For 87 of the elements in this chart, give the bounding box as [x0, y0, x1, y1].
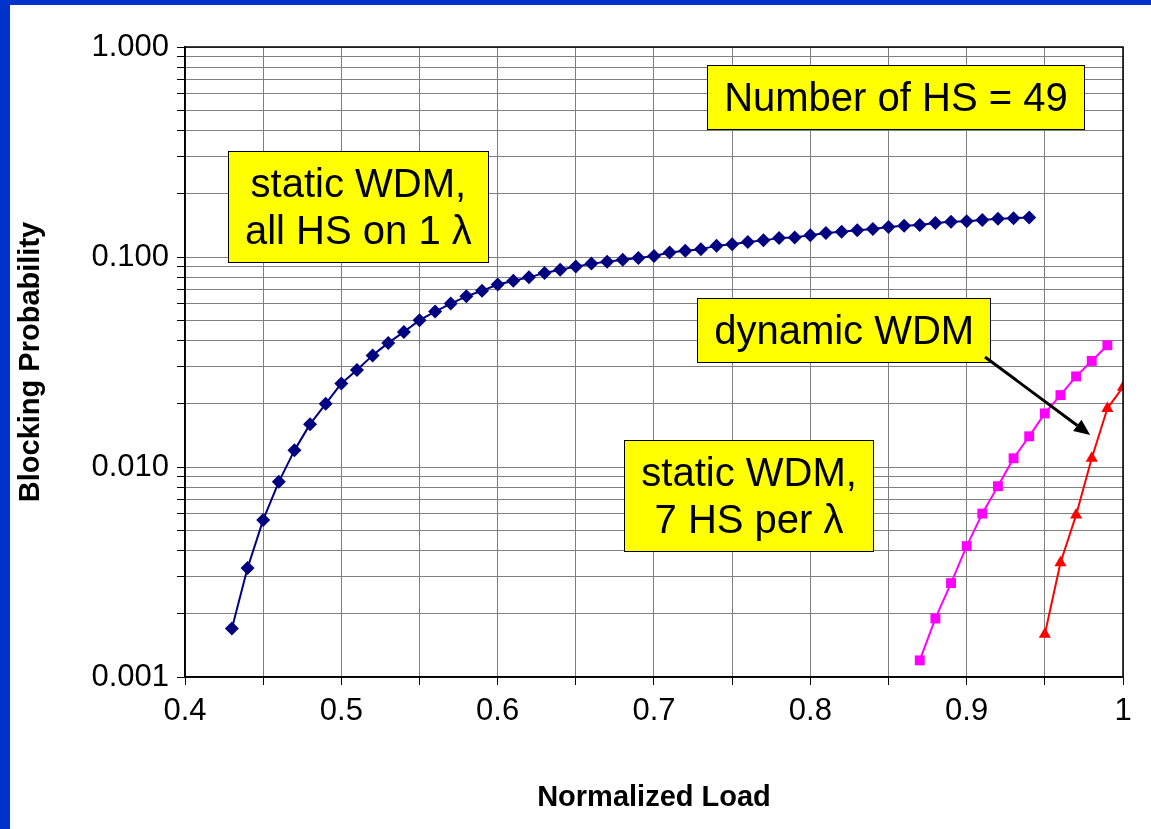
point: [490, 277, 505, 292]
point: [678, 243, 693, 258]
point: [756, 233, 771, 248]
point: [521, 270, 536, 285]
point: [1055, 390, 1066, 401]
point: [914, 655, 925, 666]
point: [865, 221, 880, 236]
point: [709, 238, 724, 253]
point: [1101, 401, 1114, 412]
point: [975, 213, 990, 228]
point: [318, 396, 333, 411]
x-tick-label: 1: [1114, 692, 1132, 728]
point: [240, 561, 255, 576]
point: [1039, 408, 1050, 419]
x-tick-label: 0.9: [945, 692, 989, 728]
point: [396, 324, 411, 339]
annotation: static WDM, all HS on 1 λ: [227, 150, 489, 263]
point: [992, 481, 1003, 492]
point: [631, 250, 646, 265]
point: [537, 265, 552, 280]
point: [615, 252, 630, 267]
point: [1070, 508, 1083, 519]
point: [693, 242, 708, 257]
point: [850, 223, 865, 238]
point: [224, 621, 239, 636]
point: [1086, 355, 1097, 366]
point: [1085, 451, 1098, 462]
y-tick-label: 0.010: [91, 447, 169, 483]
point: [1054, 555, 1067, 567]
point: [475, 283, 490, 298]
y-axis-title: Blocking Probability: [13, 221, 46, 503]
point: [365, 348, 380, 363]
point: [881, 219, 896, 234]
annotation: Number of HS = 49: [707, 65, 1085, 131]
point: [506, 273, 521, 288]
point: [334, 376, 349, 391]
point: [287, 443, 302, 458]
point: [977, 508, 988, 519]
point: [443, 296, 458, 311]
point: [928, 216, 943, 231]
point: [553, 262, 568, 277]
x-tick-label: 0.7: [632, 692, 676, 728]
point: [1071, 371, 1082, 382]
point: [740, 234, 755, 249]
point: [1038, 627, 1051, 638]
point: [772, 231, 787, 246]
x-axis-title: Normalized Load: [537, 779, 771, 812]
point: [803, 228, 818, 243]
point: [834, 224, 849, 239]
point: [912, 218, 927, 233]
point: [944, 214, 959, 229]
point: [349, 362, 364, 377]
y-tick-label: 0.001: [91, 657, 169, 693]
point: [303, 417, 318, 432]
point: [459, 289, 474, 304]
point: [818, 226, 833, 241]
point: [787, 230, 802, 245]
point: [1022, 210, 1037, 225]
point: [428, 304, 443, 319]
y-tick-label: 0.100: [91, 237, 169, 273]
point: [990, 211, 1005, 226]
point: [584, 256, 599, 271]
annotation: dynamic WDM: [697, 297, 992, 363]
point: [662, 245, 677, 260]
annotation: static WDM, 7 HS per λ: [624, 439, 874, 552]
point: [1102, 340, 1113, 351]
x-tick-label: 0.8: [788, 692, 832, 728]
point: [897, 218, 912, 233]
x-tick-label: 0.4: [163, 692, 207, 728]
point: [568, 259, 583, 274]
point: [381, 335, 396, 350]
point: [271, 474, 286, 489]
point: [961, 541, 972, 552]
point: [1008, 453, 1019, 464]
x-tick-label: 0.6: [476, 692, 520, 728]
point: [725, 237, 740, 252]
point: [1006, 211, 1021, 226]
point: [412, 313, 427, 328]
point: [1024, 431, 1035, 442]
point: [959, 214, 974, 229]
point: [946, 578, 956, 589]
point: [647, 249, 661, 264]
y-tick-label: 1.000: [91, 27, 169, 63]
point: [256, 512, 271, 527]
x-tick-label: 0.5: [319, 692, 363, 728]
point: [600, 254, 615, 269]
point: [930, 613, 941, 624]
